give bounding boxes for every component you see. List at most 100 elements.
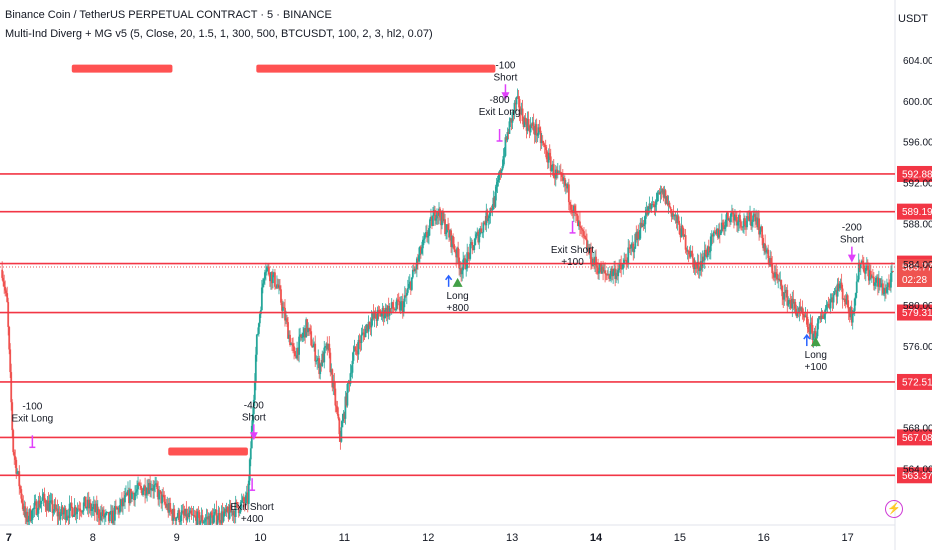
- candle-body: [672, 213, 675, 217]
- candle-body: [550, 167, 553, 171]
- candle-body: [374, 311, 377, 319]
- candle-body: [568, 202, 571, 205]
- y-tick-label: 604.00: [903, 56, 932, 67]
- candle-body: [440, 217, 442, 226]
- candle-body: [96, 508, 99, 515]
- candle-body: [848, 311, 851, 318]
- candle-body: [877, 278, 880, 287]
- candle-body: [246, 492, 249, 504]
- candle-body: [546, 159, 549, 163]
- candle-body: [506, 131, 509, 141]
- candle-body: [119, 505, 121, 513]
- candle-body: [541, 140, 544, 143]
- candle-body: [379, 311, 382, 317]
- candle-body: [478, 234, 481, 243]
- candle-body: [403, 295, 406, 302]
- candle-body: [323, 347, 326, 363]
- candle-body: [212, 515, 215, 524]
- candle-body: [202, 522, 205, 524]
- candle-body: [676, 216, 679, 223]
- candle-body: [42, 493, 45, 498]
- candle-body: [651, 204, 654, 205]
- candle-body: [54, 504, 57, 510]
- candle-body: [567, 184, 570, 203]
- candle-body: [307, 327, 310, 333]
- candle-body: [243, 501, 246, 504]
- candle-body: [828, 306, 831, 309]
- signal-label: Short: [242, 412, 266, 423]
- candle-body: [231, 510, 234, 516]
- candle-body: [226, 506, 229, 512]
- candle-body: [673, 215, 676, 217]
- candle-body: [77, 508, 80, 510]
- candle-body: [785, 289, 788, 294]
- lightning-icon[interactable]: ⚡: [885, 500, 903, 518]
- time-axis: 7 8 9 10 11 12 13 14 15 16 17: [6, 532, 854, 544]
- candle-body: [469, 243, 472, 259]
- candle-body: [883, 293, 885, 295]
- candle-body: [441, 211, 443, 226]
- y-tick-label: 600.00: [903, 97, 932, 108]
- candle-body: [274, 272, 276, 287]
- candle-body: [454, 249, 457, 252]
- candle-body: [111, 510, 114, 524]
- candle-body: [81, 510, 84, 512]
- indicator-bars-layer: [71, 64, 496, 456]
- candle-body: [416, 258, 419, 262]
- candle-body: [542, 142, 545, 145]
- candle-body: [169, 502, 172, 510]
- candle-body: [608, 274, 611, 279]
- candle-body: [670, 209, 673, 217]
- candle-body: [377, 309, 380, 311]
- candle-body: [657, 192, 660, 194]
- candle-body: [867, 269, 870, 281]
- candle-body: [192, 515, 195, 516]
- candle-body: [168, 502, 171, 513]
- candle-body: [884, 288, 886, 294]
- candle-body: [280, 289, 282, 303]
- candle-body: [426, 232, 428, 238]
- candle-body: [507, 131, 510, 134]
- candle-body: [603, 270, 605, 272]
- candle-body: [107, 511, 110, 522]
- candle-body: [31, 509, 34, 520]
- candle-body: [846, 295, 849, 307]
- candle-body: [845, 295, 848, 305]
- candle-body: [681, 225, 684, 229]
- candle-body: [807, 326, 810, 330]
- candle-body: [55, 508, 58, 510]
- candle-body: [210, 512, 213, 516]
- candle-body: [697, 261, 700, 271]
- candle-body: [843, 298, 846, 302]
- candle-body: [117, 507, 119, 510]
- candle-body: [258, 314, 261, 324]
- candle-body: [778, 278, 781, 281]
- candle-body: [842, 298, 845, 300]
- candle-body: [66, 515, 69, 517]
- candle-body: [527, 118, 530, 128]
- candle-body: [400, 301, 403, 303]
- signal-label: -100: [495, 60, 515, 71]
- candle-body: [563, 178, 566, 186]
- currency-button[interactable]: USDT: [898, 13, 928, 25]
- candle-body: [375, 318, 378, 321]
- candle-body: [131, 492, 133, 500]
- candle-body: [765, 251, 768, 253]
- candle-body: [167, 503, 170, 513]
- candle-body: [157, 489, 160, 500]
- candle-body: [187, 513, 190, 517]
- candle-body: [873, 282, 876, 286]
- candle-body: [363, 333, 366, 338]
- candle-body: [803, 314, 806, 318]
- candle-body: [727, 218, 730, 221]
- candle-body: [239, 502, 242, 512]
- candle-body: [95, 503, 98, 515]
- candle-body: [471, 242, 474, 246]
- symbol-title[interactable]: Binance Coin / TetherUS PERPETUAL CONTRA…: [5, 9, 332, 21]
- candle-body: [597, 267, 599, 274]
- candle-body: [60, 506, 63, 515]
- candle-body: [682, 228, 685, 237]
- candle-body: [631, 243, 634, 245]
- indicator-legend[interactable]: Multi-Ind Diverg + MG v5 (5, Close, 20, …: [5, 28, 433, 40]
